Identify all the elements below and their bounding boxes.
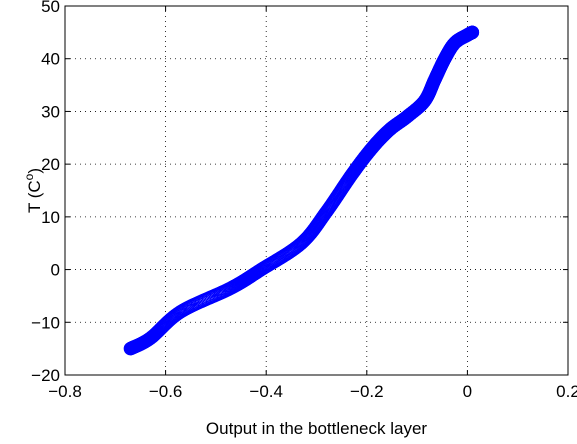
plot-frame (64, 5, 569, 376)
y-tick-labels: −20 −10 0 10 20 30 40 50 (31, 0, 60, 385)
data-point (465, 25, 480, 40)
y-tick-label: 10 (41, 208, 60, 227)
y-tick-label: 20 (41, 155, 60, 174)
y-tick-label: 40 (41, 50, 60, 69)
y-axis-label-superscript: o (22, 173, 36, 180)
x-tick-label: −0.8 (48, 382, 82, 401)
x-tick-label: −0.4 (249, 382, 283, 401)
y-axis-label: T (Co) (22, 168, 44, 213)
x-tick-labels: −0.8 −0.6 −0.4 −0.2 0 0.2 (48, 382, 577, 401)
y-tick-label: −20 (31, 366, 60, 385)
x-axis-label: Output in the bottleneck layer (206, 419, 427, 438)
y-tick-label: −10 (31, 313, 60, 332)
x-tick-label: −0.6 (149, 382, 183, 401)
plot-area (65, 6, 568, 375)
x-tick-label: −0.2 (350, 382, 384, 401)
y-axis-label-base: T (C (25, 180, 44, 213)
ticks (64, 5, 569, 376)
y-axis-label-end: ) (25, 168, 44, 174)
x-tick-label: 0 (463, 382, 472, 401)
y-tick-label: 50 (41, 0, 60, 16)
x-tick-label: 0.2 (556, 382, 577, 401)
data-points (123, 25, 480, 356)
y-tick-label: 30 (41, 102, 60, 121)
y-tick-label: 0 (51, 261, 60, 280)
